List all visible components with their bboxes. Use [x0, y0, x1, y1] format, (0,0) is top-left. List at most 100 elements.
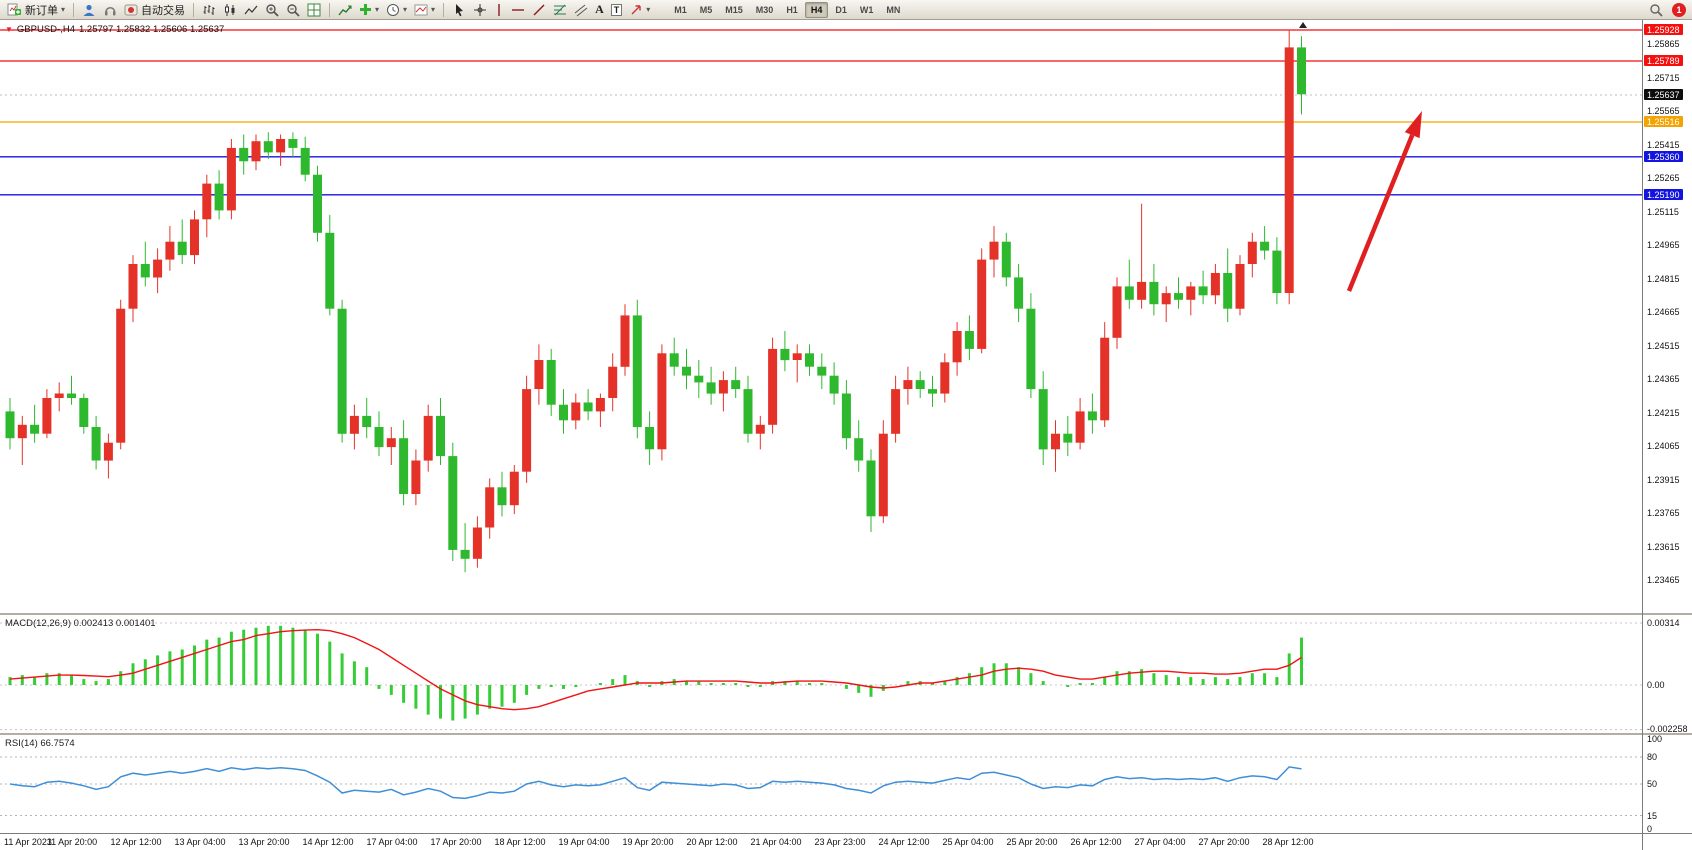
bar-chart-button[interactable] — [199, 1, 219, 19]
text-tool-button[interactable]: A — [592, 1, 607, 19]
price-level-tag: 1.25789 — [1644, 55, 1683, 66]
price-axis-label: 1.24815 — [1647, 274, 1680, 284]
time-axis[interactable]: 11 Apr 2023 11 Apr 20:00 12 Apr 12:00 13 Ap… — [0, 833, 1692, 850]
panel-splitter[interactable] — [0, 613, 1692, 615]
price-axis-label: 1.24515 — [1647, 341, 1680, 351]
rsi-scale-label: 15 — [1647, 811, 1658, 821]
timeframe-m30[interactable]: M30 — [755, 4, 774, 15]
rsi-svg — [0, 756, 1642, 816]
candlestick-chart-button[interactable] — [220, 1, 240, 19]
price-axis-label: 1.24965 — [1647, 240, 1680, 250]
time-axis-label: 18 Apr 12:00 — [494, 837, 546, 847]
toolbar-separator — [329, 2, 331, 17]
toolbar: 新订单 ▾ 自动交易 ▾ ▾ ▾ A T ▾ M1 M5 M15 M30 H1 H4 D — [0, 0, 1692, 20]
sound-button[interactable] — [100, 1, 120, 19]
line-chart-button[interactable] — [241, 1, 261, 19]
search-icon — [1649, 3, 1663, 17]
price-axis-label: 1.24665 — [1647, 307, 1680, 317]
panel-splitter[interactable] — [0, 733, 1692, 735]
notification-badge[interactable]: 1 — [1672, 2, 1686, 17]
search-button[interactable] — [1646, 1, 1666, 19]
symbol-marker-icon: ▼ — [5, 25, 13, 34]
cursor-tool-button[interactable] — [449, 1, 469, 19]
text-tool-icon: A — [595, 2, 604, 16]
price-axis-label: 1.25565 — [1647, 106, 1680, 116]
vertical-line-tool-button[interactable] — [491, 1, 507, 19]
timeframe-mn[interactable]: MN — [886, 4, 901, 15]
main-chart[interactable]: ▼ GBPUSD-,H4 1.25797 1.25832 1.25606 1.2… — [0, 20, 1692, 613]
chevron-down-icon: ▾ — [403, 4, 408, 14]
rsi-scale-label: 100 — [1647, 734, 1663, 744]
rsi-scale-label: 0 — [1647, 824, 1653, 834]
zoom-out-button[interactable] — [283, 1, 303, 19]
channel-tool-button[interactable] — [571, 1, 591, 19]
toolbar-separator — [193, 2, 195, 17]
timeframe-m1[interactable]: M1 — [674, 4, 687, 15]
new-order-button[interactable]: 新订单 ▾ — [4, 1, 68, 19]
price-axis-label: 1.25715 — [1647, 73, 1680, 83]
trendline-tool-button[interactable] — [529, 1, 549, 19]
candles-svg — [0, 22, 1642, 573]
macd-label: MACD(12,26,9) 0.002413 0.001401 — [5, 618, 156, 629]
macd-scale-label: 0.00314 — [1647, 618, 1680, 628]
time-axis-label: 17 Apr 04:00 — [366, 837, 418, 847]
macd-scale-label: 0.00 — [1647, 680, 1665, 690]
timeframe-d1[interactable]: D1 — [835, 4, 847, 15]
timeframe-m15[interactable]: M15 — [725, 4, 743, 15]
period-button[interactable]: ▾ — [383, 1, 410, 19]
autotrade-label: 自动交易 — [141, 4, 186, 17]
rsi-scale-label: 80 — [1647, 752, 1658, 762]
chart-header: ▼ GBPUSD-,H4 1.25797 1.25832 1.25606 1.2… — [5, 24, 224, 35]
channel-icon — [574, 3, 588, 17]
timeframe-h4[interactable]: H4 — [804, 1, 829, 18]
add-indicator-button[interactable]: ▾ — [356, 1, 382, 19]
autotrade-button[interactable]: 自动交易 — [121, 1, 188, 19]
chevron-down-icon: ▾ — [375, 4, 380, 14]
chart-shift-marker — [1299, 22, 1307, 28]
time-axis-label: 17 Apr 20:00 — [430, 837, 482, 847]
price-axis-border — [1642, 20, 1643, 850]
chart-template-icon — [414, 3, 428, 17]
profile-button[interactable] — [79, 1, 99, 19]
clock-icon — [386, 3, 400, 17]
price-level-tag: 1.25360 — [1644, 151, 1683, 162]
text-label-tool-button[interactable]: T — [608, 1, 626, 19]
timeframe-w1[interactable]: W1 — [859, 4, 874, 15]
fibonacci-tool-button[interactable] — [550, 1, 570, 19]
horizontal-line-tool-button[interactable] — [508, 1, 528, 19]
tile-windows-icon — [307, 3, 321, 17]
price-axis-label: 1.24065 — [1647, 441, 1680, 451]
crosshair-tool-button[interactable] — [470, 1, 490, 19]
profile-icon — [82, 3, 96, 17]
price-axis-label: 1.24365 — [1647, 374, 1680, 384]
rsi-plot — [0, 735, 1692, 833]
macd-scale-label: -0.002258 — [1647, 724, 1688, 734]
autotrade-icon — [124, 3, 138, 17]
text-label-icon: T — [610, 3, 623, 16]
candlestick-plot[interactable] — [0, 20, 1692, 613]
new-order-icon — [7, 2, 22, 17]
rsi-panel[interactable]: RSI(14) 66.7574 — [0, 735, 1692, 833]
indicators-button[interactable] — [335, 1, 355, 19]
toolbar-separator — [73, 2, 75, 17]
timeframe-m5[interactable]: M5 — [699, 4, 713, 15]
time-axis-label: 25 Apr 04:00 — [942, 837, 994, 847]
macd-panel[interactable]: MACD(12,26,9) 0.002413 0.001401 — [0, 615, 1692, 733]
time-axis-label: 20 Apr 12:00 — [686, 837, 738, 847]
price-axis-label: 1.23765 — [1647, 508, 1680, 518]
templates-button[interactable]: ▾ — [411, 1, 438, 19]
line-chart-icon — [244, 3, 258, 17]
tile-windows-button[interactable] — [304, 1, 324, 19]
rsi-scale-label: 50 — [1647, 779, 1658, 789]
time-axis-label: 27 Apr 04:00 — [1134, 837, 1186, 847]
price-axis-label: 1.23915 — [1647, 475, 1680, 485]
price-level-tag: 1.25928 — [1644, 24, 1683, 35]
price-level-tag: 1.25190 — [1644, 189, 1683, 200]
zoom-in-button[interactable] — [262, 1, 282, 19]
arrows-tool-button[interactable]: ▾ — [626, 1, 653, 19]
time-axis-label: 28 Apr 12:00 — [1262, 837, 1314, 847]
price-axis-label: 1.25415 — [1647, 140, 1680, 150]
chevron-down-icon: ▾ — [61, 4, 66, 14]
time-axis-label: 14 Apr 12:00 — [302, 837, 354, 847]
timeframe-h1[interactable]: H1 — [786, 4, 798, 15]
